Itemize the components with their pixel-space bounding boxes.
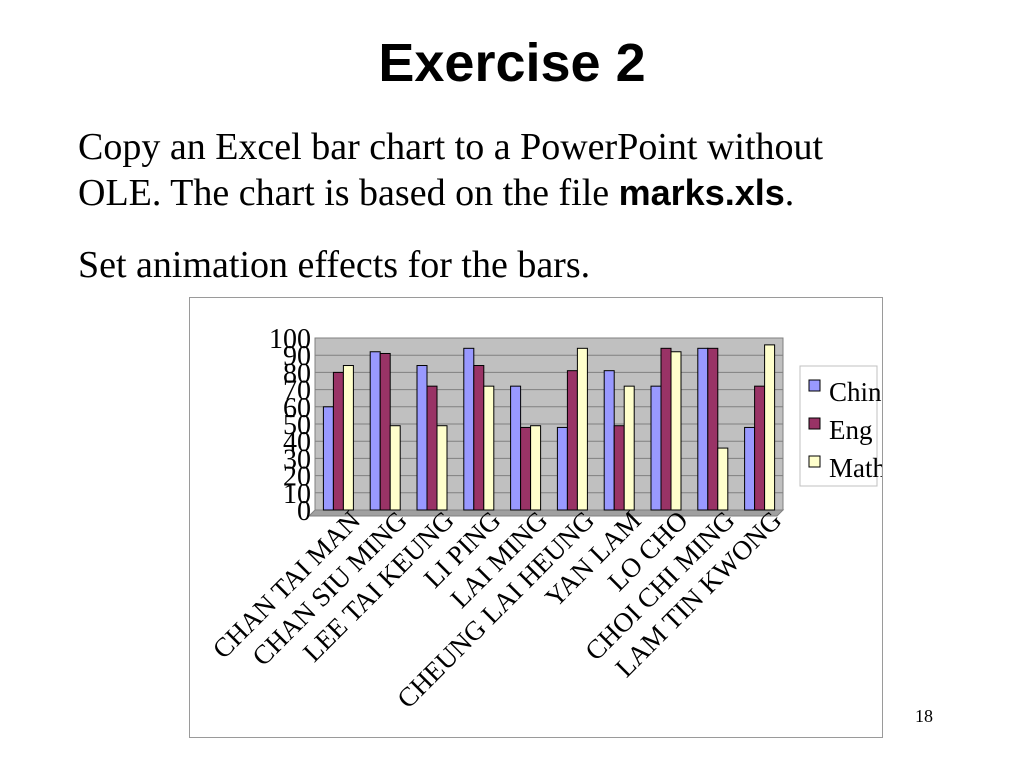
bar-math [483, 385, 495, 511]
instruction-line-3: Set animation effects for the bars. [78, 244, 591, 286]
bar-eng [520, 426, 532, 511]
bar-chin [463, 347, 475, 511]
y-tick-label: 10 [283, 479, 311, 510]
y-tick-label: 30 [283, 444, 311, 475]
bar-eng [473, 365, 485, 511]
bar-chin [556, 426, 568, 511]
instruction-line-2-period: . [784, 172, 795, 214]
bar-chin [650, 385, 662, 511]
instruction-line-1: Copy an Excel bar chart to a PowerPoint … [78, 126, 824, 168]
y-tick-label: 80 [283, 358, 311, 389]
slide-title: Exercise 2 [378, 33, 646, 93]
y-tick-label: 0 [297, 496, 311, 527]
y-tick-label: 20 [283, 462, 311, 493]
y-tick-label: 70 [283, 376, 311, 407]
bar-math [530, 425, 542, 511]
bar-math [342, 365, 354, 511]
bar-eng [660, 347, 672, 511]
bar-chin [697, 347, 709, 511]
bar-chin [369, 351, 381, 511]
bar-math [670, 351, 682, 511]
legend-label-eng: Eng [829, 415, 873, 445]
page-number: 18 [915, 706, 933, 726]
bar-eng [332, 371, 344, 511]
bar-eng [613, 425, 625, 511]
bar-chin [510, 385, 522, 511]
instruction-line-2: OLE. The chart is based on the file mark… [78, 170, 998, 216]
y-tick-label: 60 [283, 393, 311, 424]
bar-math [389, 425, 401, 511]
y-tick-label: 100 [269, 324, 311, 355]
bar-chin [603, 370, 615, 511]
bar-math [623, 385, 635, 511]
bar-eng [707, 347, 719, 511]
bar-eng [754, 385, 766, 511]
legend-swatch-math [808, 455, 821, 468]
bar-eng [566, 370, 578, 511]
chart-frame: 0 10 20 30 40 50 60 70 80 90 100 CHAN TAI MAN CHAN S… [189, 297, 887, 738]
bar-eng [426, 385, 438, 511]
y-tick-label: 50 [283, 410, 311, 441]
bar-math [717, 447, 729, 511]
bar-math [576, 347, 588, 511]
bar-math [436, 425, 448, 511]
instruction-line-2-text: OLE. The chart is based on the file [78, 172, 619, 214]
bar-eng [379, 352, 391, 511]
legend-swatch-eng [808, 417, 821, 430]
bar-chin [744, 426, 756, 511]
y-tick-label: 90 [283, 341, 311, 372]
bar-chin [322, 406, 334, 511]
filename-text: marks.xls [618, 172, 785, 213]
legend-label-math: Math [829, 453, 882, 483]
legend-label-chin: Chin [829, 377, 882, 407]
bar-math [764, 344, 776, 511]
y-tick-label: 40 [283, 427, 311, 458]
bar-chin [416, 365, 428, 511]
legend-swatch-chin [808, 379, 821, 392]
